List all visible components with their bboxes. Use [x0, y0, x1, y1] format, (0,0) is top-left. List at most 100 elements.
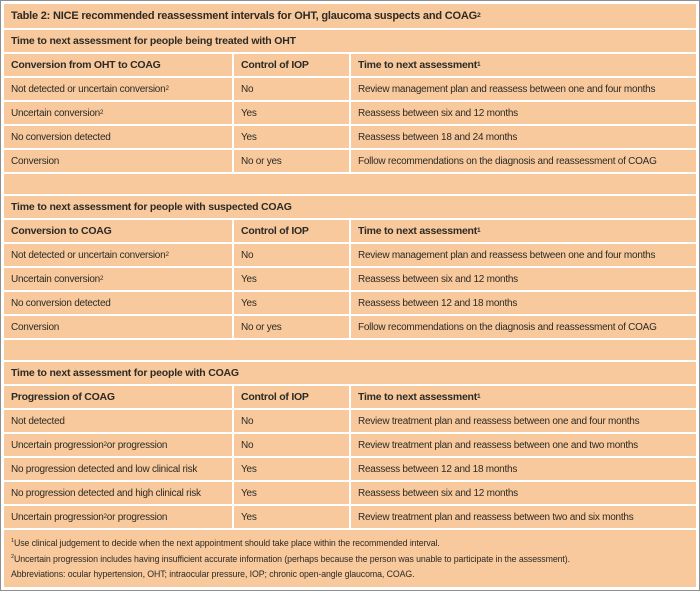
- text-segment: Yes: [241, 487, 257, 499]
- table-cell: Reassess between six and 12 months: [351, 102, 696, 124]
- table-row: Uncertain conversion 2 Yes Reassess between…: [4, 102, 696, 124]
- section-heading: Time to next assessment for people with …: [4, 362, 696, 384]
- text-segment: No conversion detected: [11, 131, 111, 143]
- text-segment: Progression of COAG: [11, 391, 115, 403]
- text-segment: Uncertain progression: [11, 511, 104, 523]
- text-segment: Table 2: NICE recommended reassessment i…: [11, 10, 477, 22]
- table-cell: No or yes: [234, 150, 349, 172]
- superscript: 2: [11, 553, 14, 560]
- column-header-cell: Time to next assessment 1: [351, 54, 696, 76]
- table-cell: No: [234, 244, 349, 266]
- table-row: Not detected No Review treatment plan and …: [4, 410, 696, 432]
- table-cell: No progression detected and low clinical…: [4, 458, 232, 480]
- table-cell: No or yes: [234, 316, 349, 338]
- table-cell: Uncertain progression 2 or progression: [4, 434, 232, 456]
- table-row: Conversion No or yes Follow recommendation…: [4, 150, 696, 172]
- table-cell: Conversion: [4, 316, 232, 338]
- text-segment: Review treatment plan and reassess betwe…: [358, 415, 640, 427]
- text-segment: or progression: [106, 439, 168, 451]
- text-segment: Control of IOP: [241, 391, 309, 403]
- text-segment: Time to next assessment: [358, 59, 477, 71]
- text-segment: Yes: [241, 511, 257, 523]
- text-segment: Yes: [241, 273, 257, 285]
- table-cell: Yes: [234, 126, 349, 148]
- table-row: Uncertain progression 2 or progression No R…: [4, 434, 696, 456]
- text-segment: Uncertain progression: [11, 439, 104, 451]
- text-segment: Conversion to COAG: [11, 225, 112, 237]
- text-segment: Review management plan and reassess betw…: [358, 83, 656, 95]
- table-cell: Review management plan and reassess betw…: [351, 244, 696, 266]
- table-row: Not detected or uncertain conversion 2 No R…: [4, 78, 696, 100]
- table-cell: Yes: [234, 506, 349, 528]
- text-segment: No or yes: [241, 155, 282, 167]
- table-cell: No conversion detected: [4, 292, 232, 314]
- text-segment: Time to next assessment: [358, 391, 477, 403]
- table-row: No progression detected and high clinica…: [4, 482, 696, 504]
- column-header-cell: Conversion to COAG: [4, 220, 232, 242]
- table-title: Table 2: NICE recommended reassessment i…: [4, 4, 696, 28]
- text-segment: Time to next assessment: [358, 225, 477, 237]
- text-segment: Reassess between 18 and 24 months: [358, 131, 518, 143]
- text-segment: No progression detected and low clinical…: [11, 463, 198, 475]
- text-segment: Yes: [241, 297, 257, 309]
- table-cell: Review treatment plan and reassess betwe…: [351, 434, 696, 456]
- text-segment: Not detected or uncertain conversion: [11, 249, 166, 261]
- text-segment: Uncertain conversion: [11, 273, 100, 285]
- column-header-cell: Progression of COAG: [4, 386, 232, 408]
- column-header-row: Conversion from OHT to COAG Control of IO…: [4, 54, 696, 76]
- text-segment: Conversion: [11, 321, 60, 333]
- text-segment: Not detected or uncertain conversion: [11, 83, 166, 95]
- text-segment: No conversion detected: [11, 297, 111, 309]
- section-spacer: [4, 340, 696, 360]
- text-segment: Uncertain progression includes having in…: [13, 553, 570, 564]
- table-cell: Yes: [234, 292, 349, 314]
- table-cell: Yes: [234, 482, 349, 504]
- table-cell: No: [234, 434, 349, 456]
- table-cell: Uncertain conversion 2: [4, 268, 232, 290]
- text-segment: Review management plan and reassess betw…: [358, 249, 656, 261]
- text-segment: Control of IOP: [241, 59, 309, 71]
- table-cell: Review treatment plan and reassess betwe…: [351, 410, 696, 432]
- section-heading: Time to next assessment for people being…: [4, 30, 696, 52]
- text-segment: Reassess between six and 12 months: [358, 487, 518, 499]
- table-row: Uncertain progression 2 or progression Yes…: [4, 506, 696, 528]
- text-segment: Not detected: [11, 415, 65, 427]
- text-segment: No or yes: [241, 321, 282, 333]
- text-segment: Review treatment plan and reassess betwe…: [358, 511, 634, 523]
- section-heading: Time to next assessment for people with …: [4, 196, 696, 218]
- table-cell: Reassess between six and 12 months: [351, 482, 696, 504]
- table-row: No conversion detected Yes Reassess betwee…: [4, 292, 696, 314]
- table-cell: Not detected or uncertain conversion 2: [4, 244, 232, 266]
- footnote-line: 2Uncertain progression includes having i…: [11, 552, 689, 568]
- table-cell: Yes: [234, 102, 349, 124]
- table-footnotes: 1Use clinical judgement to decide when t…: [4, 530, 696, 587]
- text-segment: No: [241, 83, 254, 95]
- table-cell: Review treatment plan and reassess betwe…: [351, 506, 696, 528]
- text-segment: Control of IOP: [241, 225, 309, 237]
- text-segment: Reassess between 12 and 18 months: [358, 297, 518, 309]
- table-cell: Review management plan and reassess betw…: [351, 78, 696, 100]
- table-cell: Reassess between 12 and 18 months: [351, 292, 696, 314]
- text-segment: Uncertain conversion: [11, 107, 100, 119]
- table-cell: Uncertain progression 2 or progression: [4, 506, 232, 528]
- table-cell: Yes: [234, 458, 349, 480]
- column-header-cell: Control of IOP: [234, 54, 349, 76]
- text-segment: Reassess between six and 12 months: [358, 273, 518, 285]
- column-header-cell: Time to next assessment 1: [351, 386, 696, 408]
- table-cell: Reassess between six and 12 months: [351, 268, 696, 290]
- superscript: 1: [11, 538, 14, 545]
- text-segment: Review treatment plan and reassess betwe…: [358, 439, 638, 451]
- column-header-cell: Time to next assessment 1: [351, 220, 696, 242]
- text-segment: Conversion: [11, 155, 60, 167]
- text-segment: Yes: [241, 107, 257, 119]
- table-row: Not detected or uncertain conversion 2 No R…: [4, 244, 696, 266]
- table-cell: Uncertain conversion 2: [4, 102, 232, 124]
- section-spacer: [4, 174, 696, 194]
- text-segment: Conversion from OHT to COAG: [11, 59, 161, 71]
- text-segment: Follow recommendations on the diagnosis …: [358, 155, 657, 167]
- text-segment: No: [241, 249, 254, 261]
- table-row: Uncertain conversion 2 Yes Reassess between…: [4, 268, 696, 290]
- table-cell: Conversion: [4, 150, 232, 172]
- table-cell: No conversion detected: [4, 126, 232, 148]
